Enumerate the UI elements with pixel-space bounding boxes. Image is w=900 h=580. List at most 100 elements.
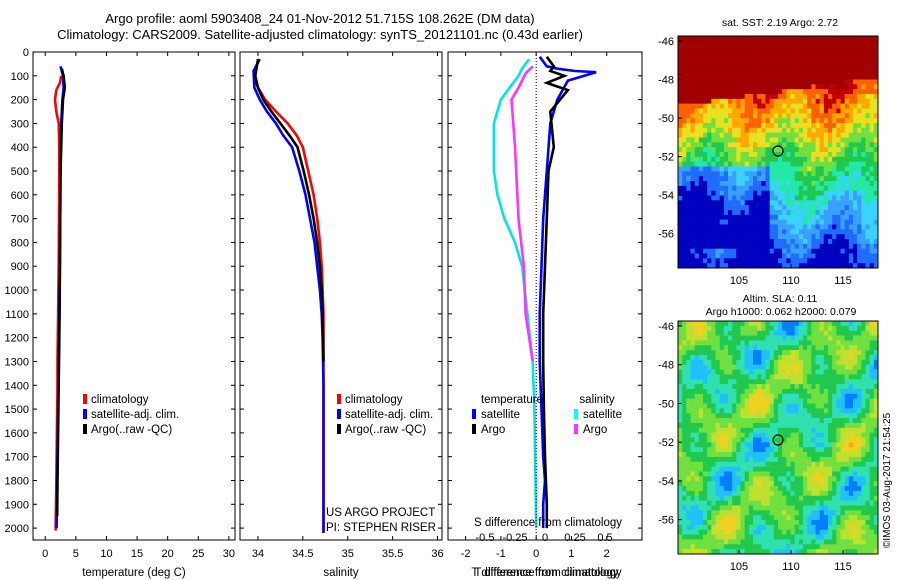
sla-map-x-tick-label: 105 (730, 561, 748, 573)
salinity-legend-swatch-1 (337, 409, 341, 419)
sla-map-y-tick-label: -46 (658, 321, 674, 333)
argo-location-marker-sla (772, 434, 784, 446)
sst-map-y-tick-label: -56 (658, 229, 674, 241)
diff-legend-swatch-2 (574, 409, 578, 419)
sla-map-y-tick-label: -56 (658, 515, 674, 527)
sst-heatmap (678, 36, 879, 269)
sla-map-x-tick-label: 115 (834, 561, 852, 573)
sla-heatmap (678, 321, 879, 555)
diff-legend-label-3: Argo (583, 424, 607, 436)
temperature-legend-label-1: satellite-adj. clim. (91, 409, 179, 421)
salinity-legend-swatch-0 (337, 394, 341, 404)
y-tick-label: 600 (11, 190, 29, 202)
diff-legend-swatch-0 (472, 409, 476, 419)
s-diff-tick-label: -0.25 (502, 532, 527, 544)
sst-map-y-tick-label: -46 (658, 36, 674, 48)
y-tick-label: 2000 (5, 523, 29, 535)
series-line-differences-1 (541, 56, 571, 529)
figure-title-line1: Argo profile: aoml 5903408_24 01-Nov-201… (105, 11, 535, 26)
s-diff-tick-label: 0.25 (564, 532, 585, 544)
diff-legend-label-1: Argo (481, 424, 505, 436)
diff-legend-salinity-title: salinity (579, 394, 614, 406)
y-tick-label: 1600 (5, 428, 29, 440)
salinity-legend-label-2: Argo(..raw -QC) (345, 424, 426, 436)
diff-legend-temperature-title: temperature (481, 394, 543, 406)
temperature-legend-label-2: Argo(..raw -QC) (91, 424, 172, 436)
x-tick-label: 10 (100, 548, 112, 560)
salinity-legend-label-0: climatology (345, 394, 403, 406)
x-tick-label: 5 (73, 548, 79, 560)
axes-frame-salinity (239, 51, 443, 541)
temperature-legend-swatch-0 (83, 394, 87, 404)
series-line-differences-2 (492, 58, 538, 529)
s-diff-tick-label: 0.5 (597, 532, 612, 544)
x-tick-label: 0 (533, 548, 539, 560)
series-line-differences-3 (510, 65, 534, 362)
x-tick-label: 35.5 (382, 548, 403, 560)
y-tick-label: 700 (11, 214, 29, 226)
y-tick-label: 1200 (5, 333, 29, 345)
y-tick-label: 200 (11, 95, 29, 107)
x-tick-label: 0 (42, 548, 48, 560)
x-tick-label: 34 (252, 548, 264, 560)
x-tick-label: 15 (131, 548, 143, 560)
argo-location-marker-sst (772, 145, 784, 157)
x-tick-label: 1 (568, 548, 574, 560)
sst-map-x-tick-label: 105 (730, 275, 748, 287)
sst-map-y-tick-label: -50 (658, 113, 674, 125)
x-axis-label: salinity (323, 567, 358, 579)
sla-map-x-tick-label: 110 (782, 561, 800, 573)
temperature-legend-swatch-2 (83, 424, 87, 434)
y-tick-label: 1500 (5, 404, 29, 416)
y-tick-label: 1100 (5, 309, 29, 321)
s-diff-tick-label: 0 (542, 532, 548, 544)
sla-map-frame (677, 320, 879, 555)
map2-title2: Argo h1000: 0.062 h2000: 0.079 (705, 306, 857, 318)
y-tick-label: 500 (11, 166, 29, 178)
x-tick-label: 36 (431, 548, 443, 560)
y-tick-label: 400 (11, 142, 29, 154)
y-tick-label: 1800 (5, 475, 29, 487)
imos-credit: ©IMOS 03-Aug-2017 21:54:25 (882, 412, 893, 548)
s-diff-axis-label: S difference from climatology (474, 517, 622, 529)
x-tick-label: 20 (162, 548, 174, 560)
y-tick-label: 800 (11, 237, 29, 249)
sst-map-x-tick-label: 110 (782, 275, 800, 287)
x-axis-label: temperature (deg C) (82, 567, 186, 579)
sst-map-y-tick-label: -54 (658, 190, 674, 202)
y-tick-label: 0 (23, 47, 29, 59)
x-tick-label: 35 (342, 548, 354, 560)
y-tick-label: 1400 (5, 380, 29, 392)
sla-map-y-tick-label: -50 (658, 398, 674, 410)
diff-legend-label-2: satellite (583, 409, 622, 421)
s-diff-tick-label: -0.5 (476, 532, 495, 544)
sla-map-y-tick-label: -48 (658, 360, 674, 372)
series-line-temperature-2 (55, 68, 67, 517)
sst-map-y-tick-label: -52 (658, 152, 674, 164)
figure-title-line2: Climatology: CARS2009. Satellite-adjuste… (57, 27, 583, 42)
x-tick-label: -2 (461, 548, 471, 560)
sla-map-y-tick-label: -54 (658, 476, 674, 488)
y-tick-label: 1000 (5, 285, 29, 297)
salinity-legend-label-1: satellite-adj. clim. (345, 409, 433, 421)
x-tick-label: 34.5 (292, 548, 313, 560)
y-tick-label: 900 (11, 261, 29, 273)
series-line-salinity-1 (252, 58, 325, 533)
pi-label: PI: STEPHEN RISER (326, 522, 436, 534)
axes-frame-differences (447, 51, 643, 541)
project-label: US ARGO PROJECT (326, 507, 435, 519)
x-tick-label: 2 (604, 548, 610, 560)
sst-map-frame (677, 35, 879, 269)
x-axis-label: T difference from climatology (471, 567, 618, 579)
series-line-salinity-2 (253, 58, 325, 362)
x-tick-label: 30 (223, 548, 235, 560)
sst-map-x-tick-label: 115 (834, 275, 852, 287)
map2-title1: Altim. SLA: 0.11 (742, 293, 818, 305)
axes-frame-temperature (32, 51, 236, 541)
salinity-legend-swatch-2 (337, 424, 341, 434)
x-tick-label: 25 (192, 548, 204, 560)
y-tick-label: 1300 (5, 356, 29, 368)
x-tick-label: -1 (496, 548, 506, 560)
sst-map-y-tick-label: -48 (658, 75, 674, 87)
